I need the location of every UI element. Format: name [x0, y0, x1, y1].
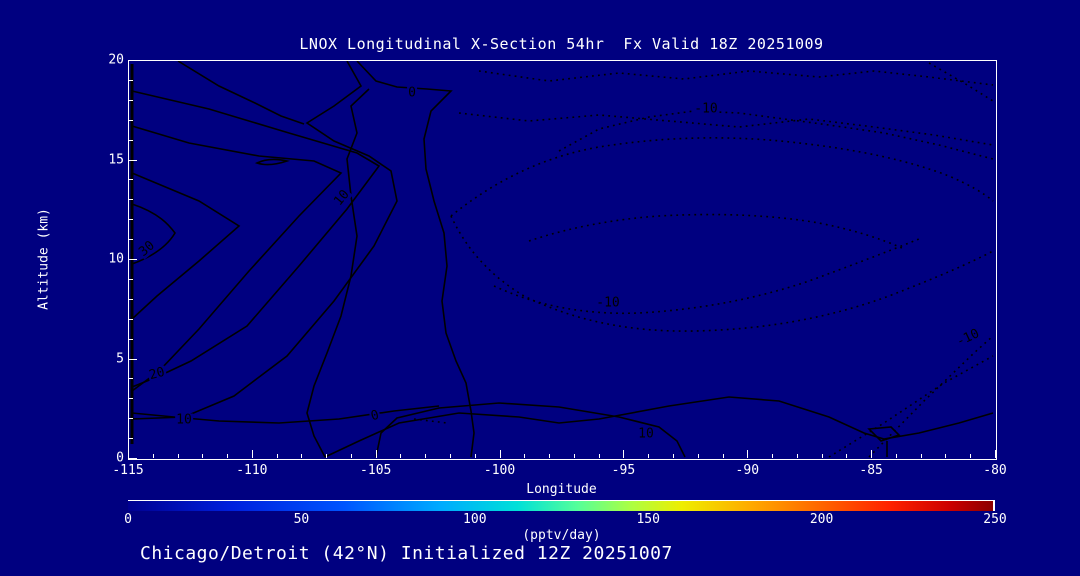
x-minor-tick: [573, 454, 575, 458]
y-axis-label: Altitude (km): [36, 208, 52, 310]
x-major-tick: [995, 450, 996, 458]
x-tick-label: -80: [983, 463, 1007, 478]
y-major-tick: [129, 358, 137, 360]
colorbar-tick-label: 150: [636, 512, 660, 527]
y-tick-label: 15: [108, 152, 124, 167]
plot-title: LNOX Longitudinal X-Section 54hr Fx Vali…: [299, 35, 824, 53]
colorbar-tick-label: 200: [809, 512, 834, 527]
x-major-tick: [251, 450, 253, 458]
x-major-tick: [128, 450, 129, 458]
y-minor-tick: [129, 139, 133, 141]
x-minor-tick: [598, 454, 600, 458]
x-tick-label: -95: [611, 463, 636, 478]
y-minor-tick: [129, 338, 133, 340]
y-major-tick: [129, 458, 137, 459]
x-minor-tick: [772, 454, 774, 458]
x-minor-tick: [301, 454, 303, 458]
y-minor-tick: [129, 239, 133, 241]
y-minor-tick: [129, 298, 133, 300]
run-info: Chicago/Detroit (42°N) Initialized 12Z 2…: [140, 543, 673, 564]
y-minor-tick: [129, 418, 133, 420]
y-tick-label: 0: [116, 450, 124, 466]
y-major-tick: [129, 60, 137, 61]
y-major-tick: [129, 159, 137, 161]
y-tick-label: 5: [116, 351, 124, 366]
colorbar-tick-label: 0: [124, 512, 132, 527]
x-major-tick: [375, 450, 377, 458]
colorbar-units: (pptv/day): [522, 528, 601, 543]
x-minor-tick: [895, 454, 897, 458]
x-major-tick: [747, 450, 749, 458]
x-minor-tick: [177, 454, 179, 458]
x-tick-label: -110: [236, 463, 268, 478]
y-minor-tick: [129, 398, 133, 400]
x-minor-tick: [821, 454, 823, 458]
colorbar-tick-label: 50: [293, 512, 310, 527]
x-minor-tick: [474, 454, 476, 458]
x-minor-tick: [697, 454, 699, 458]
x-minor-tick: [276, 454, 278, 458]
x-tick-label: -105: [360, 463, 392, 478]
contour-label: -10: [595, 295, 621, 311]
x-minor-tick: [425, 454, 427, 458]
contour-label: 10: [637, 426, 655, 442]
y-minor-tick: [129, 438, 133, 440]
x-tick-label: -100: [483, 463, 516, 478]
x-minor-tick: [326, 454, 328, 458]
x-minor-tick: [672, 454, 674, 458]
x-minor-tick: [152, 454, 154, 458]
x-minor-tick: [227, 454, 229, 458]
y-minor-tick: [129, 179, 133, 181]
contour-label: 0: [407, 85, 417, 101]
colorbar-tick-label: 100: [463, 512, 487, 527]
x-minor-tick: [846, 454, 848, 458]
y-minor-tick: [129, 119, 133, 121]
x-axis-label: Longitude: [526, 482, 597, 497]
y-minor-tick: [129, 199, 133, 201]
x-major-tick: [623, 450, 625, 458]
y-minor-tick: [129, 278, 133, 280]
x-tick-label: -90: [735, 463, 760, 478]
x-minor-tick: [945, 454, 947, 458]
x-minor-tick: [350, 454, 352, 458]
contour-plot: [130, 61, 994, 458]
x-tick-label: -85: [859, 463, 883, 478]
x-minor-tick: [450, 454, 452, 458]
x-major-tick: [499, 450, 501, 458]
contour-label: 10: [175, 412, 193, 428]
x-minor-tick: [549, 454, 551, 458]
y-minor-tick: [129, 219, 133, 221]
y-major-tick: [129, 259, 137, 260]
y-minor-tick: [129, 79, 133, 81]
y-tick-label: 10: [108, 251, 124, 267]
solid-contours: [130, 61, 994, 458]
contour-label: -10: [693, 101, 719, 117]
x-minor-tick: [920, 454, 922, 458]
x-minor-tick: [796, 454, 798, 458]
x-minor-tick: [202, 454, 204, 458]
x-minor-tick: [970, 454, 972, 458]
colorbar: [128, 500, 995, 511]
y-minor-tick: [129, 99, 133, 101]
x-minor-tick: [400, 454, 402, 458]
y-tick-label: 20: [108, 52, 124, 68]
x-tick-label: -115: [112, 463, 144, 478]
plot-area: 0 10 30 20 10 0 10 -10 -10 -10: [128, 60, 997, 460]
dashed-contours: [413, 62, 994, 458]
x-minor-tick: [648, 454, 650, 458]
y-minor-tick: [129, 378, 133, 380]
x-minor-tick: [722, 454, 724, 458]
colorbar-tick-label: 250: [983, 512, 1007, 527]
x-minor-tick: [524, 454, 526, 458]
y-minor-tick: [129, 318, 133, 320]
x-major-tick: [871, 450, 873, 458]
